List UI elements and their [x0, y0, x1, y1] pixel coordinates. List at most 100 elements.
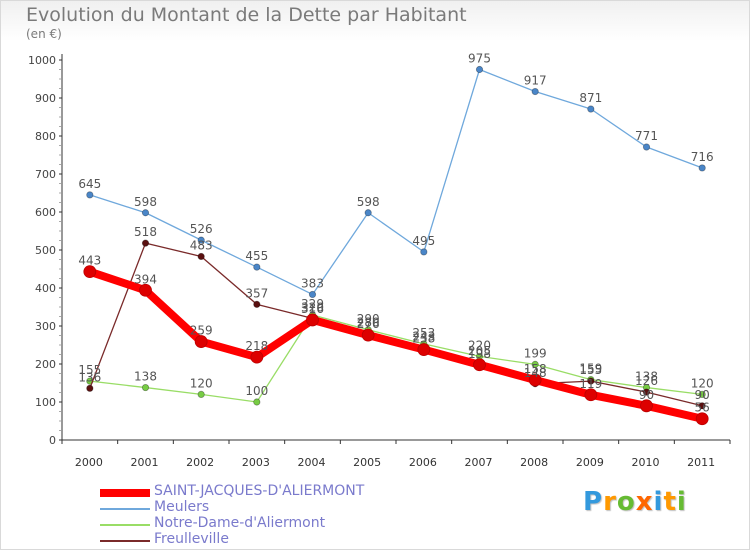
data-label: 329 [301, 297, 324, 311]
series-point [587, 105, 595, 113]
series-point [141, 239, 150, 247]
data-label: 320 [301, 300, 324, 314]
x-tick-label: 2007 [465, 456, 493, 469]
data-label: 138 [134, 370, 157, 384]
x-tick-label: 2001 [131, 456, 159, 469]
series-point [531, 87, 539, 96]
logo-letter: x [635, 487, 654, 517]
x-tick-label: 2011 [687, 456, 715, 469]
series-point [253, 398, 261, 406]
data-label: 316 [301, 302, 324, 316]
series-point [698, 164, 706, 172]
data-label: 243 [412, 330, 435, 344]
logo-letter: i [676, 487, 687, 517]
data-label: 483 [190, 238, 213, 252]
data-label: 90 [695, 388, 710, 402]
series-point [197, 236, 205, 244]
series-point [308, 290, 317, 299]
data-label: 90 [639, 388, 654, 402]
legend-swatch [100, 489, 150, 497]
data-label: 280 [357, 316, 380, 330]
series-line-2 [89, 314, 703, 403]
legend-label: Meulers [154, 499, 210, 515]
data-label: 357 [245, 286, 268, 300]
series-point [587, 377, 595, 385]
x-tick-label: 2006 [409, 456, 437, 469]
logo-letter: o [616, 487, 636, 517]
y-tick-label: 700 [35, 168, 56, 181]
series-line-0 [85, 267, 707, 423]
y-tick-label: 800 [35, 130, 56, 143]
data-label: 290 [357, 312, 380, 326]
series-line-1 [89, 68, 703, 296]
series-point [361, 328, 375, 342]
data-label: 259 [190, 324, 213, 338]
data-label: 148 [524, 366, 547, 380]
series-point [695, 412, 709, 426]
data-label: 598 [134, 195, 157, 209]
data-label: 253 [412, 326, 435, 340]
series-point [528, 373, 542, 387]
series-point [417, 343, 431, 356]
legend-swatch [100, 524, 150, 526]
chart-title: Evolution du Montant de la Dette par Hab… [26, 4, 467, 26]
y-tick-label: 500 [35, 244, 56, 257]
legend-label: SAINT-JACQUES-D'ALIERMONT [154, 483, 365, 499]
data-label: 220 [468, 338, 491, 352]
series-point [253, 263, 261, 271]
series-point [253, 300, 261, 308]
data-label: 598 [357, 195, 380, 209]
legend-label: Freulleville [154, 531, 229, 547]
legend-label: Notre-Dame-d'Aliermont [154, 515, 326, 531]
x-tick-label: 2010 [632, 456, 660, 469]
data-label: 218 [245, 339, 268, 353]
series-point [194, 335, 208, 348]
data-label: 238 [412, 332, 435, 346]
series-point [141, 209, 150, 217]
data-label: 975 [468, 52, 491, 66]
data-label: 199 [524, 346, 547, 360]
series-point [420, 248, 428, 256]
data-label: 159 [579, 362, 602, 376]
series-point [642, 143, 651, 151]
series-point [197, 390, 205, 398]
y-tick-label: 300 [35, 320, 56, 333]
data-label: 495 [412, 234, 435, 248]
data-label: 871 [579, 91, 602, 105]
legend-swatch [100, 508, 150, 510]
series-point [640, 399, 653, 413]
series-point [475, 65, 484, 74]
series-point [698, 390, 706, 398]
x-tick-label: 2005 [353, 456, 381, 469]
x-tick-label: 2004 [298, 456, 326, 469]
data-label: 917 [524, 74, 547, 88]
series-point [306, 313, 319, 327]
data-label: 645 [78, 177, 101, 191]
data-label: 56 [695, 401, 710, 415]
data-label: 155 [579, 363, 602, 377]
series-point [364, 209, 372, 217]
data-label: 443 [78, 254, 101, 268]
data-label: 119 [579, 377, 602, 391]
data-label: 155 [78, 363, 101, 377]
data-label: 198 [468, 347, 491, 361]
data-label: 126 [635, 374, 658, 388]
series-point [197, 252, 205, 261]
y-tick-label: 600 [35, 206, 56, 219]
series-point [250, 350, 264, 364]
data-label: 205 [468, 344, 491, 358]
y-tick-label: 100 [35, 396, 56, 409]
series-point [139, 283, 152, 297]
data-label: 518 [134, 225, 157, 239]
data-label: 136 [78, 370, 101, 384]
series-point [86, 191, 94, 199]
data-label: 771 [635, 129, 658, 143]
data-label: 120 [190, 376, 213, 390]
y-tick-label: 900 [35, 92, 56, 105]
logo-letter: t [663, 487, 677, 517]
x-tick-label: 2008 [520, 456, 548, 469]
series-point [141, 383, 150, 392]
data-label: 394 [134, 272, 157, 286]
